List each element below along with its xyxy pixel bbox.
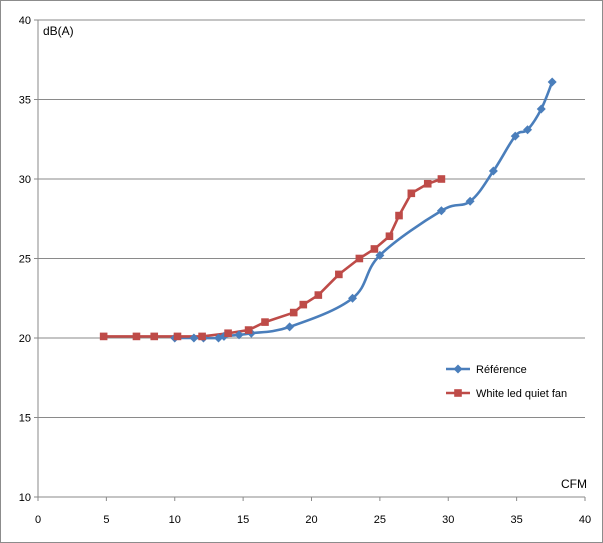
data-point [407, 189, 416, 198]
legend-item-0: Référence [446, 364, 527, 376]
y-tick-label: 40 [19, 15, 31, 27]
x-tick-label: 5 [103, 514, 109, 526]
data-point [395, 211, 403, 220]
data-point [289, 308, 298, 317]
y-tick-label: 10 [19, 492, 31, 504]
x-tick-label: 25 [374, 514, 386, 526]
series-line-0 [173, 80, 554, 340]
data-point [436, 206, 446, 216]
data-point [523, 125, 533, 135]
data-point [189, 333, 199, 343]
legend: Référence White led quiet fan [446, 364, 567, 400]
data-point [261, 318, 269, 326]
data-point [348, 293, 358, 303]
data-point [198, 332, 206, 341]
data-point [465, 196, 475, 206]
legend-label: White led quiet fan [476, 388, 567, 400]
data-point [437, 175, 446, 183]
y-tick-label: 15 [19, 413, 31, 425]
data-point [244, 326, 253, 334]
data-point [314, 291, 323, 299]
series-line-1 [102, 177, 443, 338]
data-point [536, 104, 546, 114]
data-point [335, 270, 343, 279]
y-axis-title: dB(A) [43, 24, 74, 38]
data-point [99, 332, 108, 341]
data-point [547, 77, 557, 87]
data-point [370, 245, 379, 253]
data-point [132, 332, 141, 341]
legend-item-1: White led quiet fan [446, 388, 567, 400]
data-point [423, 179, 432, 188]
data-point [173, 332, 182, 341]
x-tick-label: 20 [305, 514, 317, 526]
data-point [375, 250, 385, 260]
data-point [299, 300, 308, 309]
x-axis-title: CFM [561, 477, 587, 491]
x-tick-label: 0 [35, 514, 41, 526]
data-point [224, 329, 232, 338]
x-tick-label: 35 [511, 514, 523, 526]
gridlines [38, 19, 585, 418]
legend-label: Référence [476, 364, 527, 376]
x-tick-label: 10 [169, 514, 181, 526]
legend-swatch-marker [454, 389, 462, 397]
y-tick-label: 35 [19, 95, 31, 107]
axes [34, 19, 586, 501]
x-tick-label: 15 [237, 514, 249, 526]
data-point [488, 166, 498, 176]
x-tick-label: 40 [579, 514, 591, 526]
data-point [385, 232, 394, 241]
y-tick-label: 25 [19, 254, 31, 266]
data-point [355, 254, 364, 263]
series-lines [102, 80, 554, 340]
data-point [150, 332, 159, 341]
data-point [285, 322, 295, 332]
y-tick-label: 20 [19, 333, 31, 345]
series-markers [99, 77, 557, 343]
data-point [510, 131, 520, 141]
x-tick-label: 30 [442, 514, 454, 526]
tick-labels: 10 15 20 25 30 35 40 0 5 10 15 20 25 30 35 40 [19, 15, 591, 526]
legend-swatch-marker [453, 364, 463, 374]
y-tick-label: 30 [19, 174, 31, 186]
data-point [234, 330, 244, 340]
